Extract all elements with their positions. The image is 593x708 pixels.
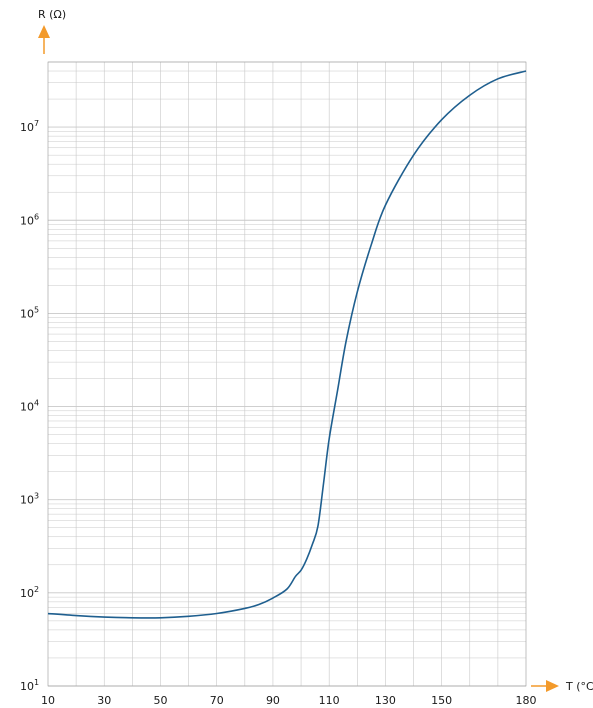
y-tick-label: 106 [20, 212, 39, 227]
y-tick-label: 105 [20, 305, 39, 320]
y-tick-label: 107 [20, 119, 39, 134]
x-axis-arrow [531, 680, 559, 692]
x-tick-label: 110 [319, 694, 340, 707]
y-axis-arrow [38, 25, 50, 54]
x-tick-label: 130 [375, 694, 396, 707]
y-tick-label: 101 [20, 678, 39, 693]
series-line [47, 70, 527, 619]
x-tick-label: 70 [210, 694, 224, 707]
grid-minor [48, 61, 526, 686]
y-tick-label: 102 [20, 585, 39, 600]
y-tick-labels: 101 102 103 104 105 106 107 [20, 119, 39, 693]
x-tick-labels: 10 30 50 70 90 110 130 150 180 [41, 694, 537, 707]
x-tick-label: 150 [431, 694, 452, 707]
x-tick-label: 10 [41, 694, 55, 707]
x-tick-label: 50 [153, 694, 167, 707]
x-tick-label: 30 [97, 694, 111, 707]
x-tick-label: 180 [516, 694, 537, 707]
plot-frame [47, 61, 527, 687]
y-axis-title: R (Ω) [38, 8, 66, 21]
y-tick-label: 103 [20, 492, 39, 507]
y-tick-label: 104 [20, 399, 39, 414]
x-axis-title: T (°C [565, 680, 593, 693]
x-tick-label: 90 [266, 694, 280, 707]
grid-major [48, 126, 526, 687]
